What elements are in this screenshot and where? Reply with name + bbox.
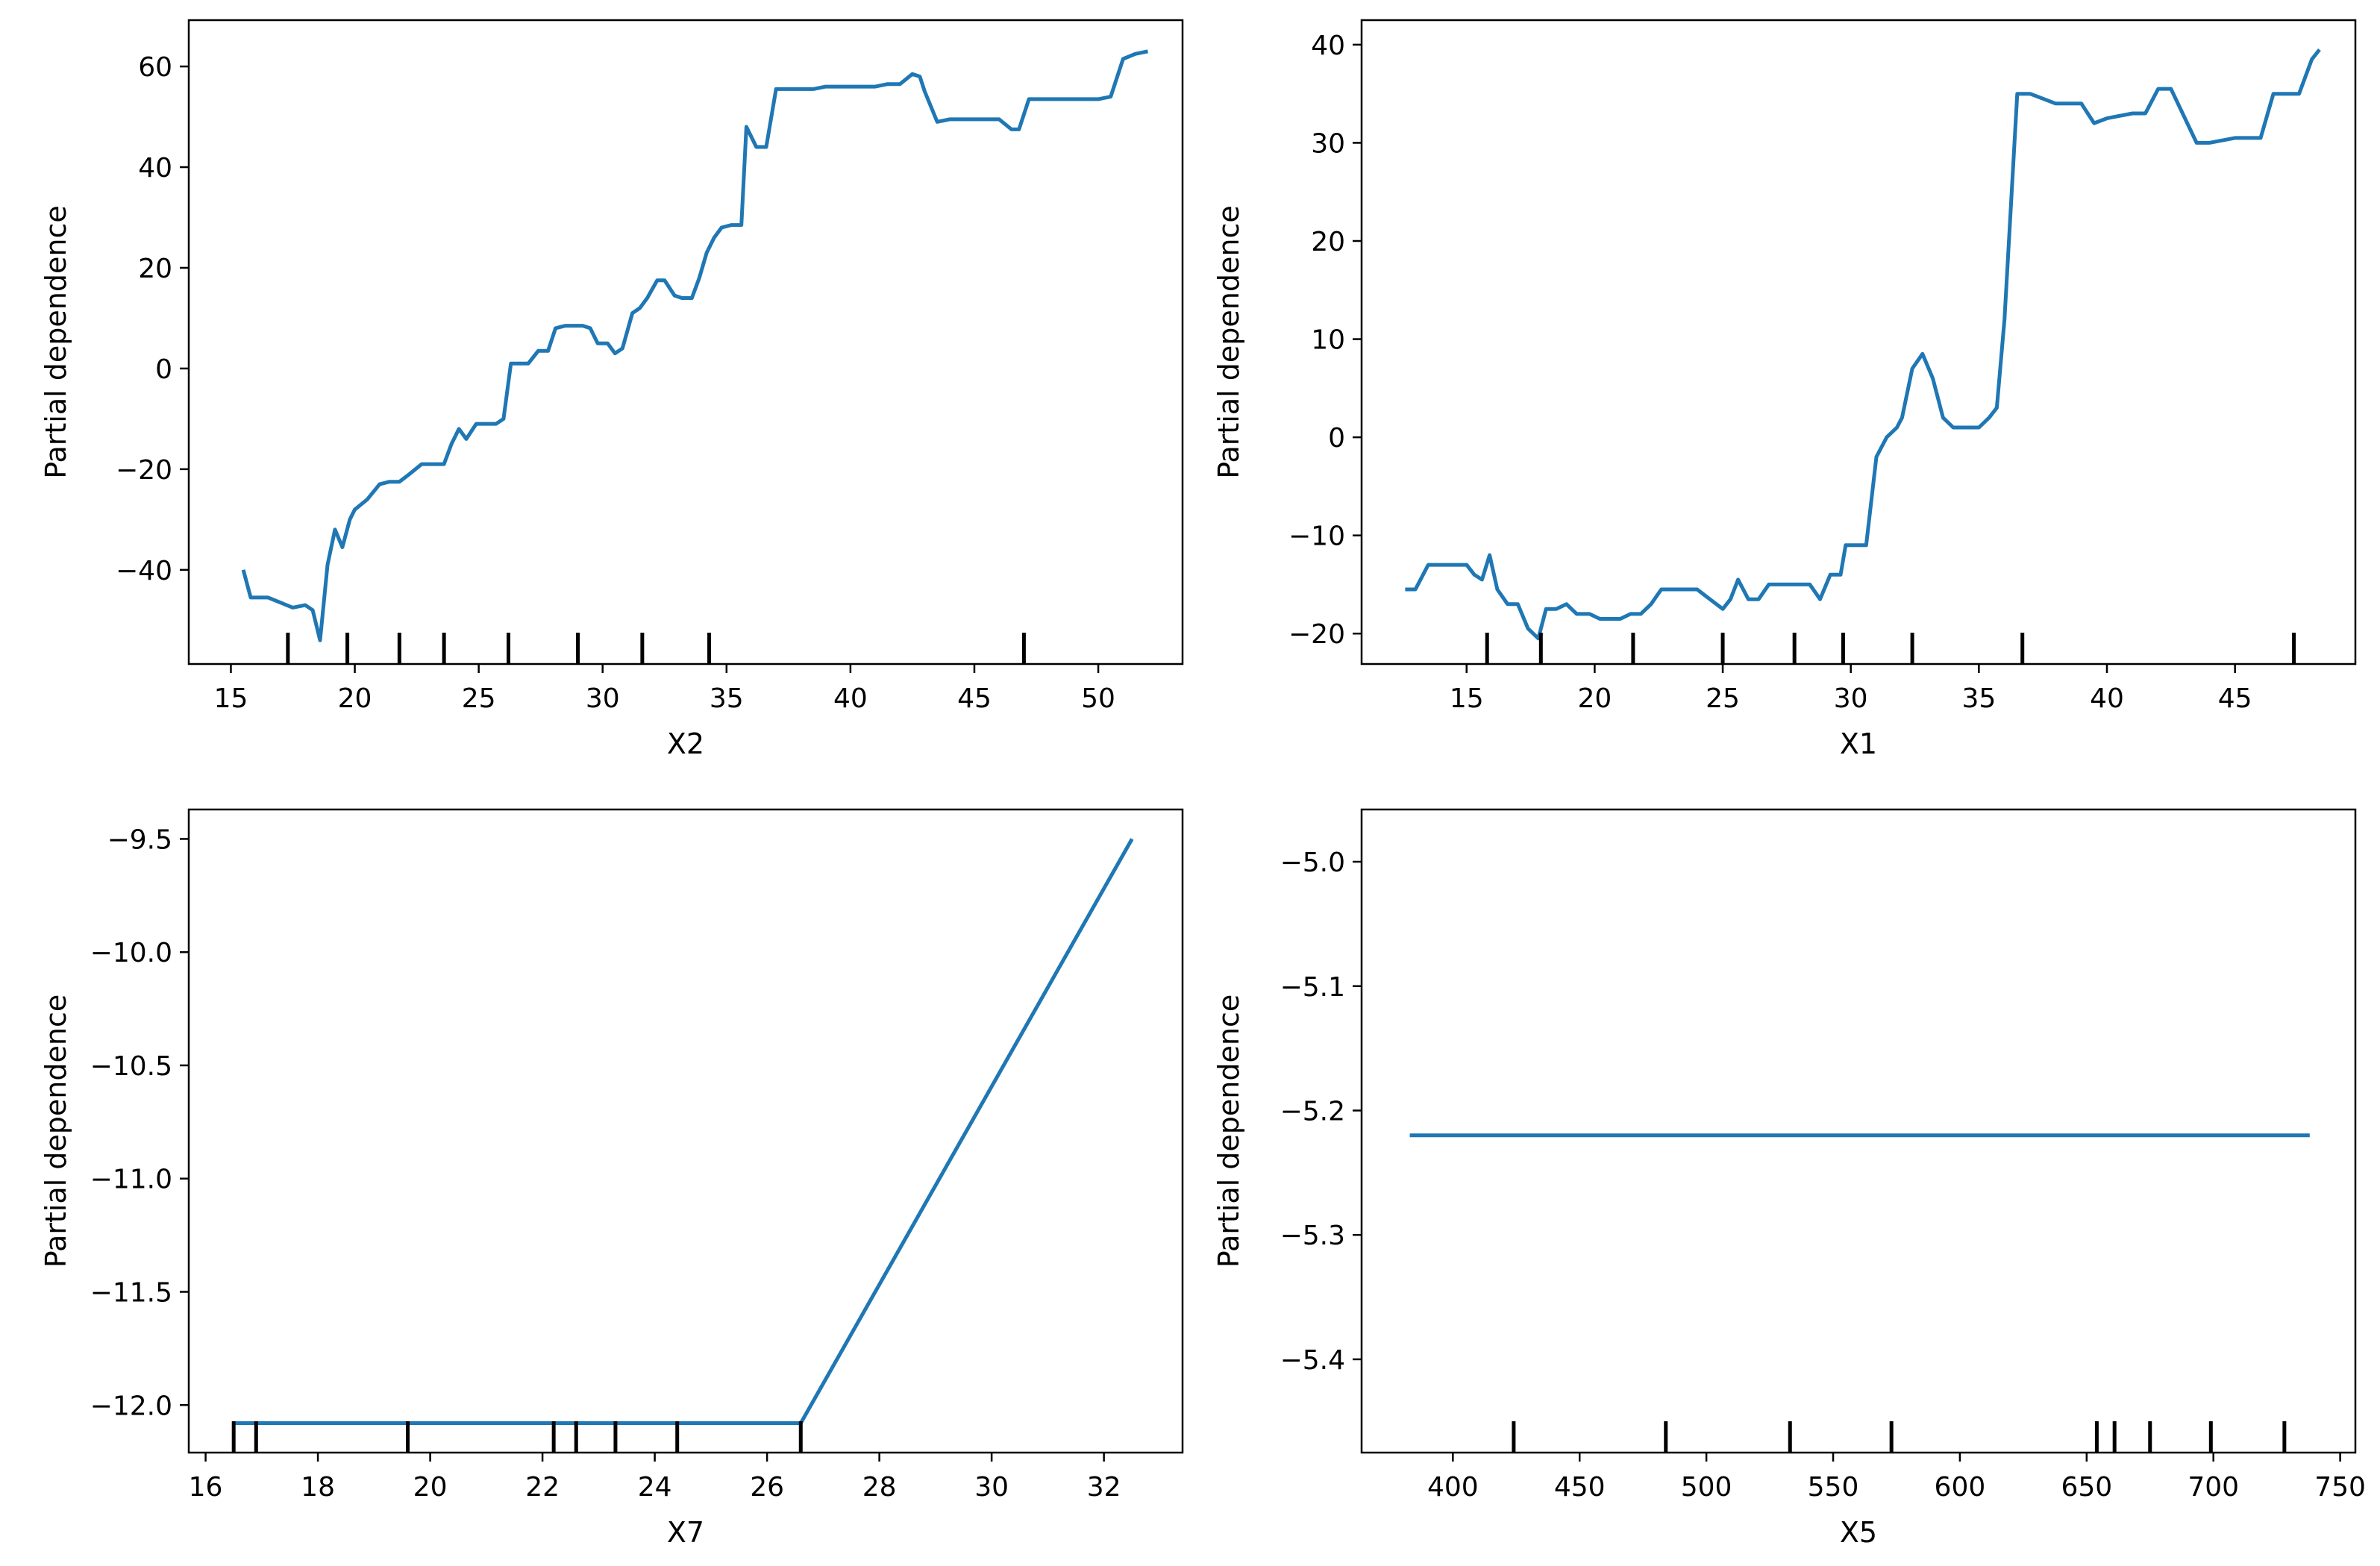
x-axis-label: X7 (667, 1516, 704, 1549)
partial-dependence-line (1405, 48, 2321, 641)
x-tick-label: 28 (862, 1472, 897, 1503)
y-tick-label: −10 (1288, 522, 1345, 552)
x-axis-label: X1 (1840, 727, 1877, 760)
x-tick-label: 450 (1554, 1472, 1606, 1503)
y-tick-label: −5.2 (1280, 1096, 1345, 1127)
chart-panel-x2: 15 20 25 30 35 40 45 50 −40 −20 0 20 40 60 X2 Partial d… (40, 19, 1184, 760)
x-tick-label: 500 (1681, 1472, 1732, 1503)
x-tick-label: 700 (2188, 1472, 2239, 1503)
x-tick-label: 40 (833, 683, 868, 714)
y-tick-label: −5.4 (1280, 1345, 1345, 1376)
x-tick-label: 24 (638, 1472, 672, 1503)
x-tick-label: 25 (1706, 683, 1740, 714)
partial-dependence-line (234, 838, 1134, 1425)
chart-panel-x1: 15 20 25 30 35 40 45 −20 −10 0 10 20 30 40 X1 Partial d… (1212, 19, 2357, 760)
x-tick-label: 26 (750, 1472, 784, 1503)
y-tick-label: −40 (116, 556, 172, 586)
x-tick-label: 40 (2090, 683, 2124, 714)
axes-frame (1360, 19, 2357, 665)
y-tick-label: 40 (1311, 31, 1345, 61)
x-tick-label: 35 (710, 683, 744, 714)
x-tick-label: 650 (2061, 1472, 2112, 1503)
x-tick-label: 45 (2218, 683, 2252, 714)
y-tick-label: −10.5 (90, 1051, 172, 1082)
y-tick-label: −11.5 (90, 1278, 172, 1309)
y-axis-label: Partial dependence (40, 205, 72, 478)
x-tick-label: 750 (2314, 1472, 2366, 1503)
y-tick-label: −11.0 (90, 1165, 172, 1195)
x-tick-label: 22 (525, 1472, 560, 1503)
x-tick-label: 16 (189, 1472, 223, 1503)
y-axis-label: Partial dependence (1212, 205, 1245, 478)
partial-dependence-line (241, 49, 1149, 642)
x-tick-label: 30 (586, 683, 620, 714)
y-tick-label: 20 (1311, 227, 1345, 257)
x-tick-label: 50 (1081, 683, 1115, 714)
y-tick-label: 0 (1328, 423, 1345, 454)
axes-frame (187, 19, 1184, 665)
y-tick-label: 60 (138, 52, 172, 83)
y-tick-label: −5.0 (1280, 848, 1345, 878)
y-axis-label: Partial dependence (40, 995, 72, 1268)
x-tick-label: 400 (1427, 1472, 1479, 1503)
x-tick-label: 600 (1935, 1472, 1986, 1503)
axes-frame (1360, 808, 2357, 1454)
y-tick-label: −20 (116, 455, 172, 486)
axes-frame (187, 808, 1184, 1454)
x-tick-label: 550 (1808, 1472, 1859, 1503)
x-axis-label: X2 (667, 727, 704, 760)
x-tick-label: 20 (413, 1472, 448, 1503)
x-tick-label: 30 (1834, 683, 1868, 714)
x-tick-label: 15 (214, 683, 248, 714)
chart-panel-x5: 400 450 500 550 600 650 700 750 −5.4 −5.3 −5.2 −5.1… (1212, 808, 2366, 1549)
y-tick-label: −5.3 (1280, 1221, 1345, 1251)
x-axis-label: X5 (1840, 1516, 1877, 1549)
y-tick-label: 20 (138, 254, 172, 284)
y-tick-label: −20 (1288, 619, 1345, 650)
y-tick-label: −5.1 (1280, 972, 1345, 1003)
x-tick-label: 20 (338, 683, 372, 714)
chart-panel-x7: 16 18 20 22 24 26 28 30 32 −12.0 −11.5 −11.0 −10.5 −1… (40, 808, 1184, 1549)
x-tick-label: 18 (301, 1472, 335, 1503)
y-tick-label: 30 (1311, 128, 1345, 159)
x-tick-label: 15 (1450, 683, 1484, 714)
x-tick-label: 25 (462, 683, 496, 714)
y-tick-label: 10 (1311, 325, 1345, 356)
x-tick-label: 32 (1087, 1472, 1121, 1503)
y-axis-label: Partial dependence (1212, 995, 1245, 1268)
y-tick-label: 40 (138, 153, 172, 184)
x-tick-label: 20 (1577, 683, 1612, 714)
x-tick-label: 45 (957, 683, 992, 714)
y-tick-label: 0 (155, 354, 172, 385)
x-tick-label: 35 (1961, 683, 1996, 714)
y-tick-label: −12.0 (90, 1391, 172, 1421)
y-tick-label: −9.5 (107, 824, 172, 855)
y-tick-label: −10.0 (90, 938, 172, 968)
x-tick-label: 30 (974, 1472, 1009, 1503)
